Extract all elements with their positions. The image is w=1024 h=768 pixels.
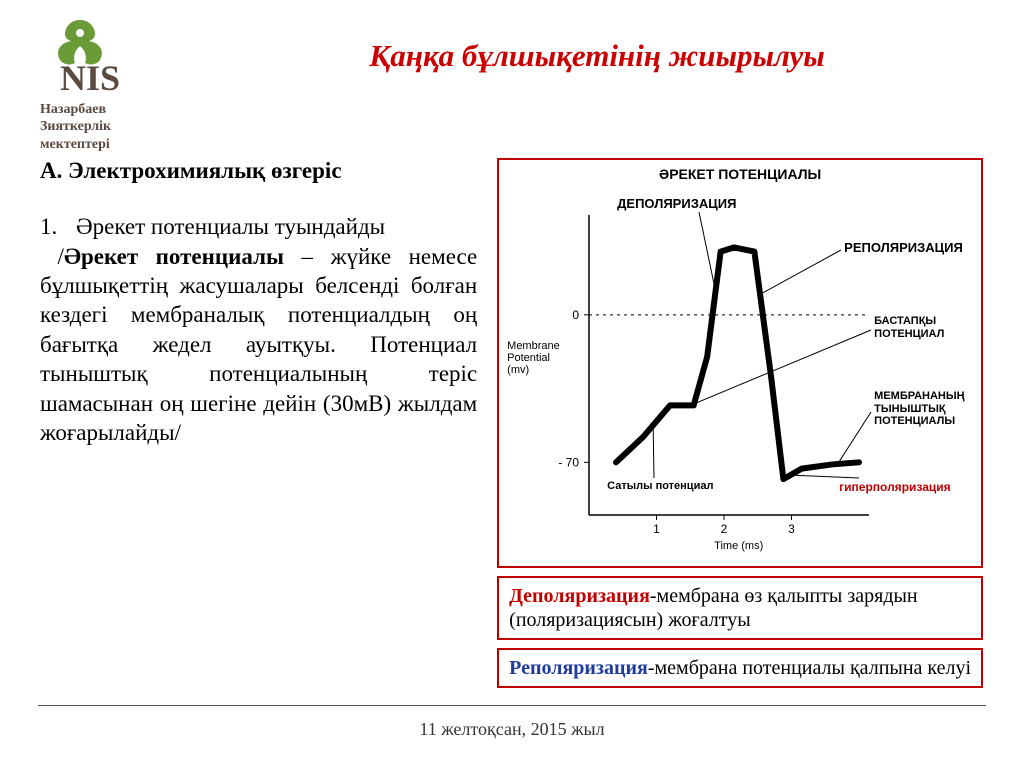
list-lead: Әрекет потенциалы туындайды bbox=[76, 214, 385, 239]
svg-text:3: 3 bbox=[788, 522, 795, 536]
logo: NIS Назарбаев Зияткерлік мектептері bbox=[40, 10, 200, 152]
logo-acronym: NIS bbox=[60, 58, 120, 98]
label-repolarization: РЕПОЛЯРИЗАЦИЯ bbox=[844, 240, 963, 255]
logo-line-1: Назарбаев bbox=[40, 102, 200, 117]
left-column: А. Электрохимиялық өзгеріс 1.Әрекет поте… bbox=[40, 158, 497, 688]
logo-line-3: мектептері bbox=[40, 137, 200, 152]
chart-title: ӘРЕКЕТ ПОТЕНЦИАЛЫ bbox=[499, 166, 981, 182]
body-rest: – жүйке немесе бұлшықеттің жасушалары бе… bbox=[40, 244, 477, 446]
svg-text:1: 1 bbox=[653, 522, 660, 536]
divider bbox=[38, 705, 986, 706]
label-depolarization: ДЕПОЛЯРИЗАЦИЯ bbox=[617, 196, 736, 211]
content-row: А. Электрохимиялық өзгеріс 1.Әрекет поте… bbox=[40, 158, 984, 688]
slide: NIS Назарбаев Зияткерлік мектептері Қаңқ… bbox=[0, 0, 1024, 768]
footer-date: 11 желтоқсан, 2015 жыл bbox=[0, 719, 1024, 740]
x-axis-label: Time (ms) bbox=[714, 540, 763, 552]
definition-repolarization: Реполяризация-мембрана потенциалы қалпын… bbox=[497, 648, 983, 688]
svg-text:2: 2 bbox=[721, 522, 728, 536]
header-row: NIS Назарбаев Зияткерлік мектептері Қаңқ… bbox=[40, 10, 984, 152]
label-graded: Сатылы потенциал bbox=[607, 480, 713, 492]
list-number: 1. bbox=[40, 212, 76, 241]
body-text: 1.Әрекет потенциалы туындайды /Әрекет по… bbox=[40, 212, 477, 448]
definition-depolarization: Деполяризация-мембрана өз қалыпты заряды… bbox=[497, 576, 983, 640]
nis-logo-icon: NIS bbox=[40, 18, 190, 100]
svg-text:0: 0 bbox=[572, 308, 579, 322]
section-heading: А. Электрохимиялық өзгеріс bbox=[40, 158, 477, 184]
label-resting: МЕМБРАНАНЫҢТЫНЫШТЫҚПОТЕНЦИАЛЫ bbox=[874, 390, 964, 428]
action-potential-chart: ӘРЕКЕТ ПОТЕНЦИАЛЫ Membrane Potential (mv… bbox=[497, 158, 983, 568]
right-column: ӘРЕКЕТ ПОТЕНЦИАЛЫ Membrane Potential (mv… bbox=[497, 158, 984, 688]
slide-title: Қаңқа бұлшықетінің жиырылуы bbox=[210, 10, 984, 74]
def2-term: Реполяризация bbox=[509, 657, 648, 679]
body-term: Әрекет потенциалы bbox=[64, 244, 284, 269]
y-axis-label: Membrane Potential (mv) bbox=[507, 340, 560, 376]
label-threshold: БАСТАПҚЫПОТЕНЦИАЛ bbox=[874, 315, 944, 340]
def1-term: Деполяризация bbox=[509, 585, 650, 607]
def2-rest: -мембрана потенциалы қалпына келуі bbox=[648, 657, 971, 679]
chart-svg: - 70 0 1 2 3 bbox=[499, 160, 983, 568]
label-hyperpolarization: гиперполяризация bbox=[839, 480, 950, 494]
svg-text:- 70: - 70 bbox=[558, 455, 579, 469]
logo-line-2: Зияткерлік bbox=[40, 119, 200, 134]
